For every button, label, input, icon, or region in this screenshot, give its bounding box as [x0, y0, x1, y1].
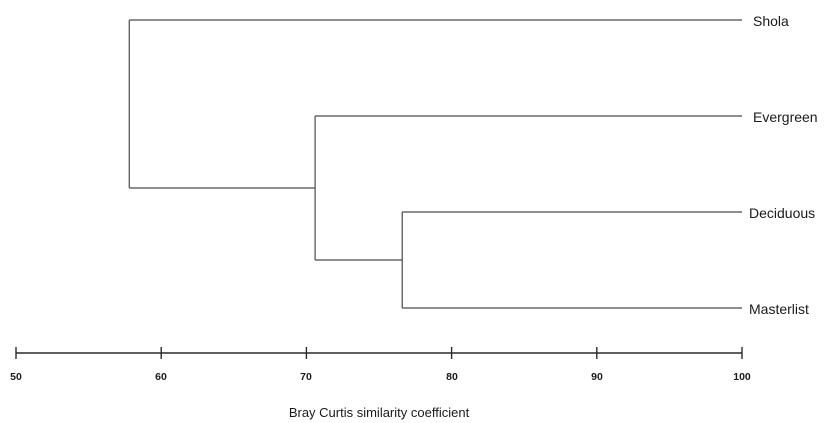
leaf-label-shola: Shola — [753, 13, 789, 29]
x-tick-label-90: 90 — [591, 371, 603, 383]
x-tick-label-70: 70 — [300, 371, 312, 383]
leaf-label-deciduous: Deciduous — [749, 205, 815, 221]
x-tick-label-60: 60 — [155, 371, 167, 383]
x-axis-ticks — [15, 347, 743, 359]
x-tick-label-100: 100 — [733, 371, 751, 383]
dendrogram-branches — [128, 19, 742, 309]
leaf-label-masterlist: Masterlist — [749, 301, 809, 317]
leaf-label-evergreen: Evergreen — [753, 109, 818, 125]
x-axis-title: Bray Curtis similarity coefficient — [289, 405, 470, 420]
x-tick-label-80: 80 — [446, 371, 458, 383]
x-tick-label-50: 50 — [10, 371, 22, 383]
